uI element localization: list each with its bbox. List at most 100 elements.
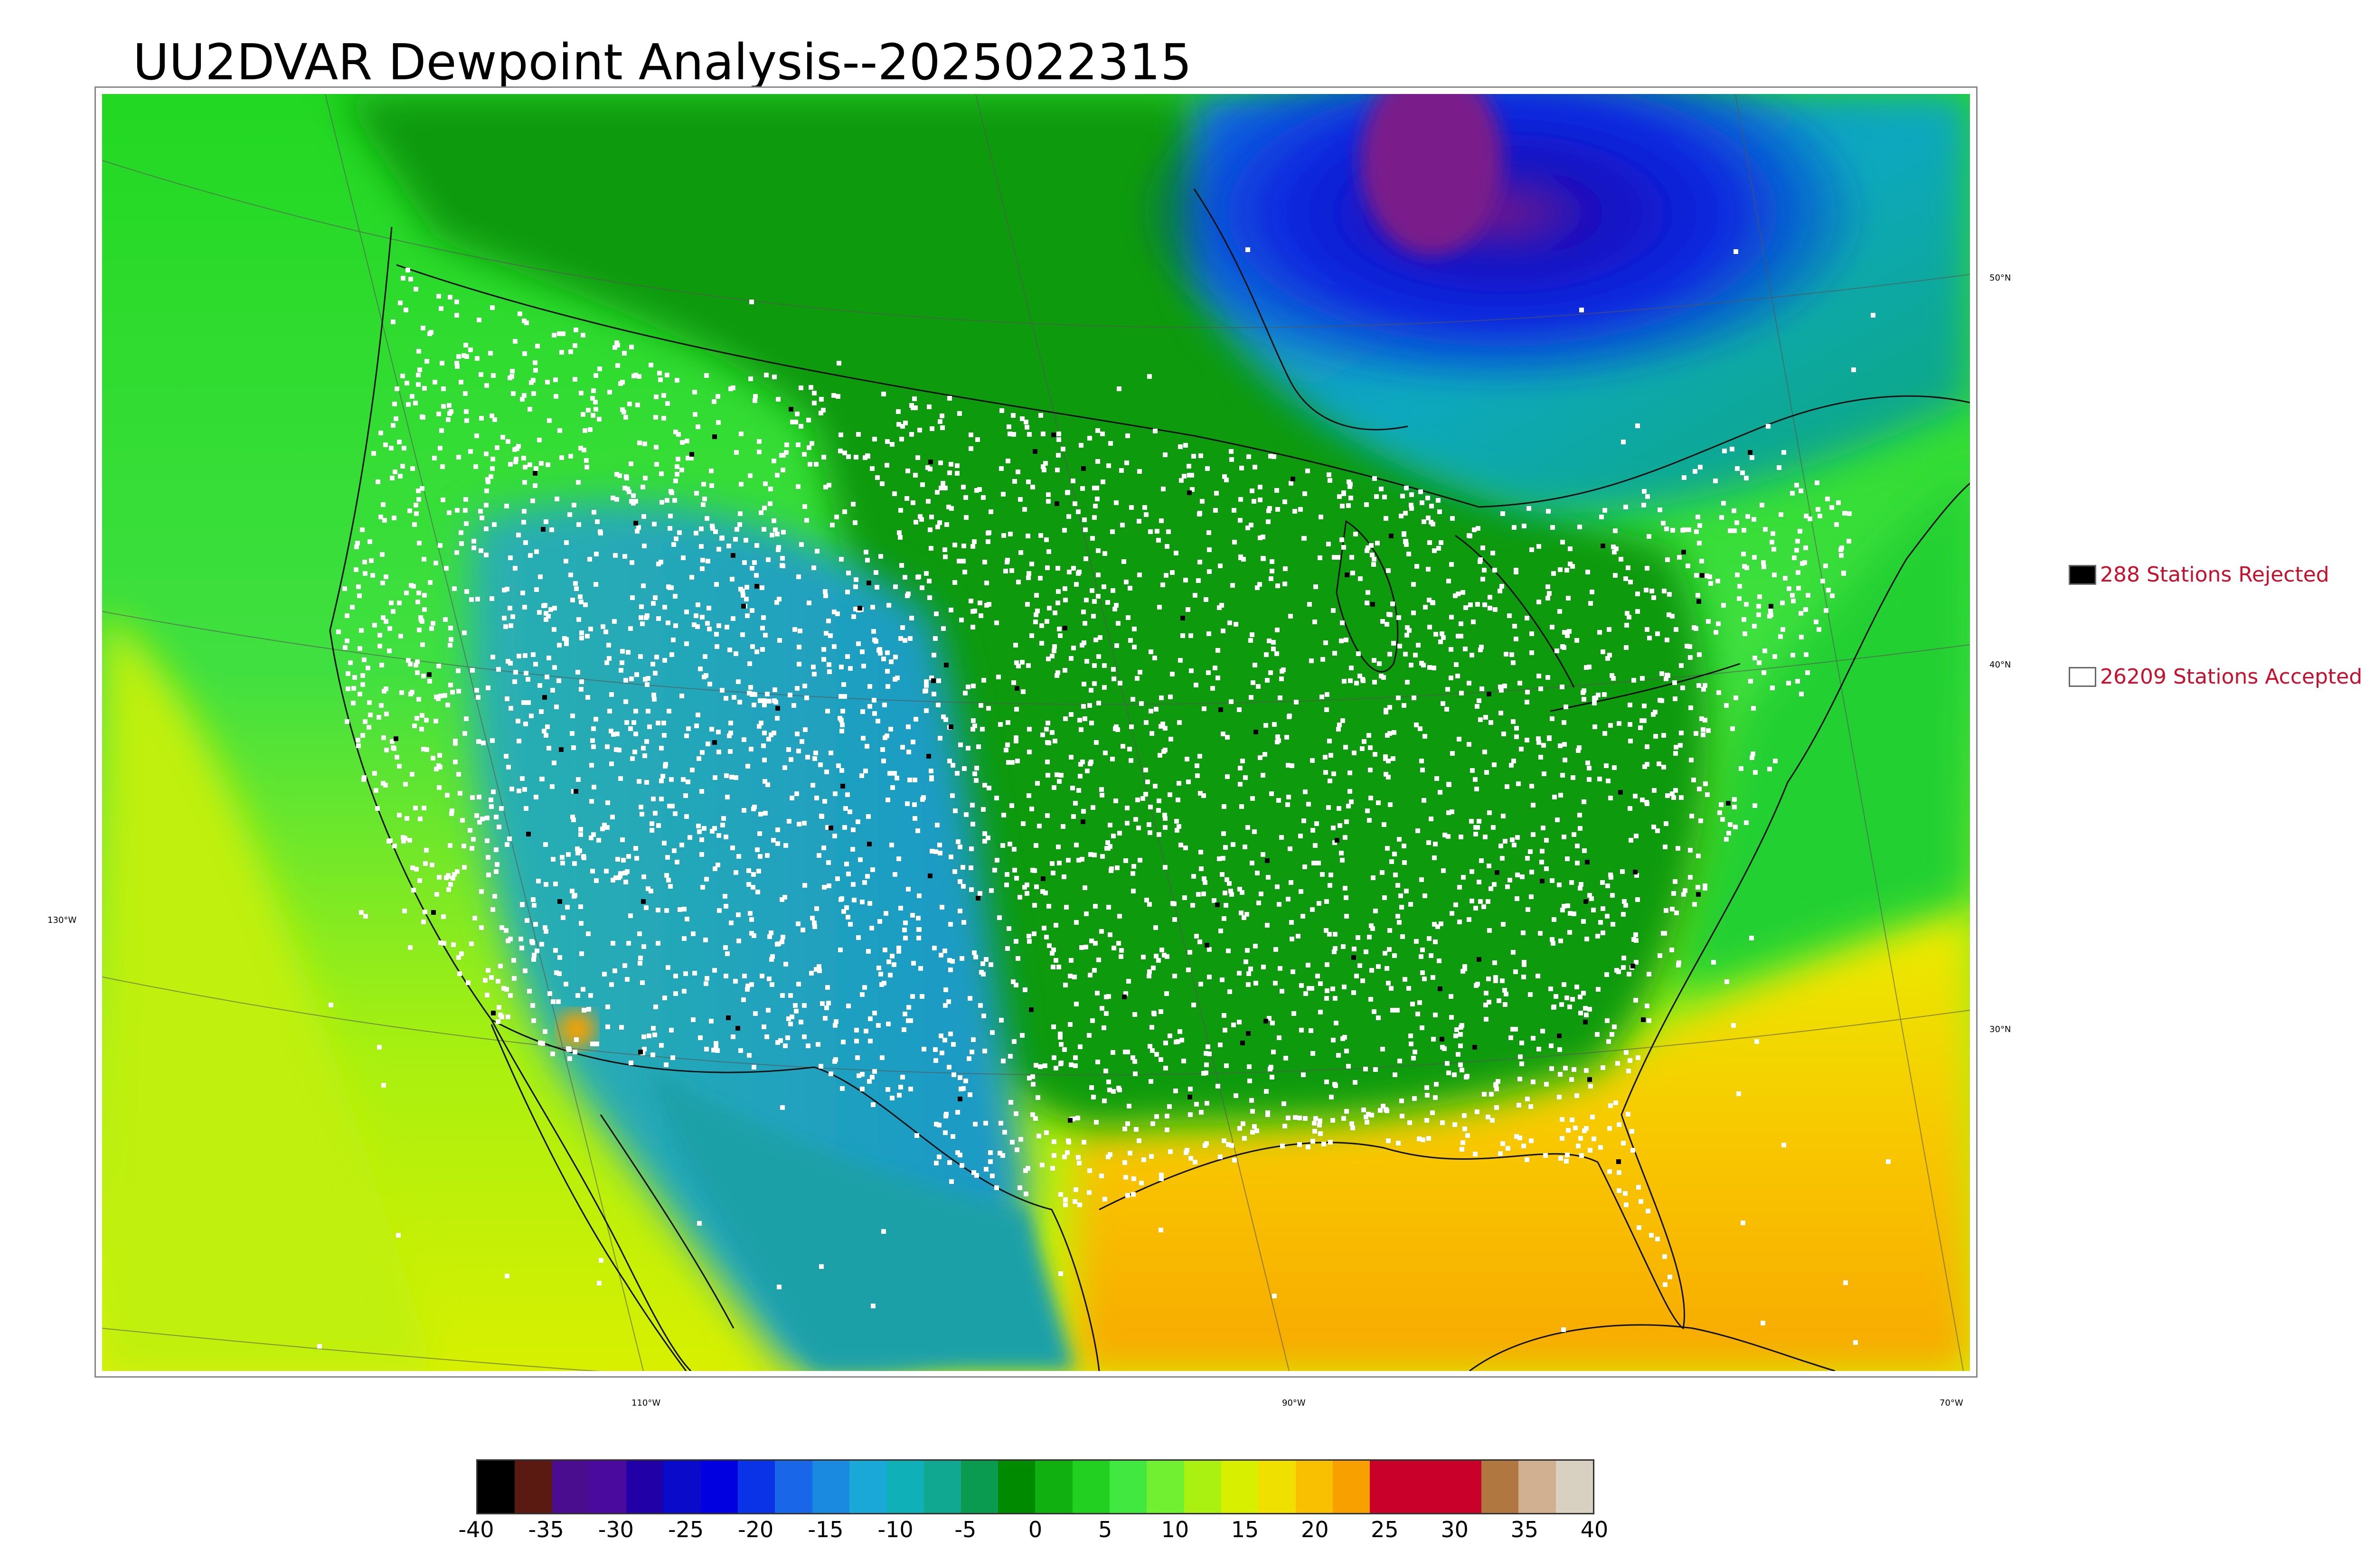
station-marker-accepted [1254,1128,1259,1133]
station-marker-accepted [1065,490,1070,495]
station-marker-accepted [505,1274,509,1278]
station-marker-accepted [1416,643,1421,648]
station-marker-accepted [1528,849,1533,854]
station-marker-accepted [627,489,631,494]
station-marker-accepted [646,709,650,714]
station-marker-accepted [464,409,469,414]
station-marker-accepted [1341,545,1346,550]
station-marker-accepted [870,466,875,471]
station-marker-accepted [1696,593,1700,598]
station-marker-accepted [628,726,633,731]
station-marker-accepted [866,814,871,819]
station-marker-accepted [504,987,509,992]
station-marker-accepted [1522,962,1526,967]
station-marker-accepted [943,486,948,490]
station-marker-accepted [904,496,909,501]
station-marker-accepted [1310,907,1315,912]
station-marker-accepted [961,1086,966,1091]
station-marker-accepted [1286,795,1291,799]
station-marker-accepted [466,980,471,985]
station-marker-accepted [629,676,634,681]
station-marker-accepted [471,539,476,544]
station-marker-accepted [878,554,883,559]
station-marker-accepted [857,1073,861,1078]
station-marker-accepted [797,822,801,826]
accepted-stations [317,247,1891,1349]
station-marker-accepted [1778,634,1783,639]
station-marker-accepted [1245,948,1250,953]
station-marker-accepted [828,633,833,638]
station-marker-accepted [823,589,828,594]
station-marker-accepted [579,921,584,926]
station-marker-accepted [1190,903,1195,908]
station-marker-accepted [1314,821,1319,826]
station-marker-accepted [390,476,395,480]
field-central-green [339,94,1709,1129]
station-marker-accepted [1752,517,1756,522]
station-marker-accepted [858,857,863,862]
station-marker-accepted [1032,931,1036,936]
station-marker-accepted [1354,974,1359,978]
station-marker-accepted [528,407,532,412]
station-marker-accepted [1604,972,1609,977]
station-marker-accepted [1224,478,1229,482]
station-marker-accepted [1483,835,1488,839]
station-marker-accepted [762,1024,766,1029]
station-marker-accepted [1133,1071,1138,1076]
station-marker-accepted [474,813,479,818]
station-marker-accepted [1337,494,1342,499]
station-marker-accepted [1425,496,1430,500]
station-marker-accepted [1470,899,1474,903]
station-marker-accepted [1125,1050,1130,1054]
station-marker-accepted [588,627,593,631]
station-marker-accepted [712,826,717,831]
station-marker-accepted [925,465,930,470]
station-marker-accepted [552,665,557,670]
station-marker-accepted [1162,813,1167,817]
station-marker-accepted [1063,983,1068,987]
station-marker-accepted [635,529,640,534]
station-marker-accepted [1697,787,1702,791]
station-marker-accepted [1670,528,1675,533]
station-marker-accepted [490,466,495,471]
station-marker-accepted [1456,634,1460,638]
station-marker-accepted [697,829,702,834]
station-marker-accepted [1063,586,1067,591]
station-marker-accepted [1794,483,1799,488]
station-marker-accepted [1310,758,1315,763]
station-marker-accepted [550,784,555,789]
station-marker-accepted [1315,974,1320,978]
station-marker-accepted [508,993,513,998]
station-marker-accepted [762,506,767,510]
station-marker-accepted [579,951,584,956]
station-marker-accepted [729,775,734,779]
station-marker-accepted [770,533,774,537]
station-marker-accepted [1148,805,1153,809]
station-marker-accepted [1330,986,1335,991]
station-marker-accepted [421,674,426,678]
station-marker-accepted [763,811,768,816]
station-marker-accepted [1151,966,1156,970]
station-marker-accepted [441,914,446,919]
station-marker-accepted [1063,598,1068,602]
station-marker-accepted [414,511,419,516]
station-marker-accepted [1147,374,1152,379]
station-marker-accepted [1081,610,1086,614]
station-marker-accepted [1756,612,1761,617]
station-marker-accepted [981,807,986,812]
station-marker-accepted [1014,735,1018,740]
station-marker-accepted [1317,1123,1322,1127]
station-marker-accepted [1565,633,1570,638]
station-marker-accepted [479,372,483,377]
station-marker-accepted [972,609,977,613]
station-marker-accepted [1511,719,1516,724]
station-marker-accepted [1565,1153,1570,1157]
station-marker-accepted [506,659,510,664]
station-marker-accepted [1246,454,1251,459]
station-marker-accepted [880,481,885,486]
station-marker-accepted [1040,732,1045,737]
station-marker-accepted [702,675,707,679]
station-marker-accepted [769,930,773,935]
field-cold-core [1132,94,1873,393]
station-marker-accepted [709,469,714,473]
